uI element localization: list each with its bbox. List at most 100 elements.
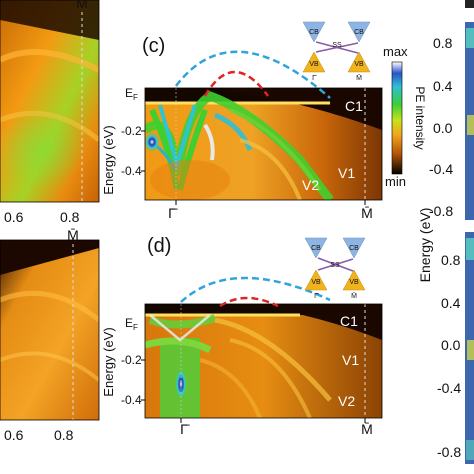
panel-c-dashed-blue-curve — [175, 50, 331, 99]
panel-c-label: (c) — [142, 35, 165, 57]
panel-c-ylabel: Energy (eV) — [101, 125, 116, 194]
panel-d-ytick: -0.4 — [121, 393, 142, 407]
right-bottom-ytick: 0.0 — [441, 337, 461, 353]
panel-c-mbar-label: M̄ — [361, 205, 373, 221]
panel-c-ytick: -0.4 — [121, 164, 142, 178]
right-top-sliver — [465, 0, 474, 8]
inset-ss-line — [317, 258, 354, 271]
right-ylabel: Energy (eV) — [417, 208, 433, 283]
colorbar-title: PE intensity — [413, 86, 427, 149]
right-bottom-feature — [466, 238, 474, 260]
panel-d-inset: CB CB VB VB SS Γ̄ M̄ — [304, 237, 366, 300]
inset-vb-triangle — [304, 269, 328, 291]
panel-c-diffuse — [150, 160, 230, 200]
left-top-dark-region — [0, 0, 99, 40]
panel-d-mbar-label: M̄ — [361, 421, 373, 437]
inset-vb-text: VB — [354, 61, 364, 68]
left-top-tick-label: 0.6 — [4, 209, 24, 225]
right-bottom-feature — [466, 440, 474, 460]
inset-gamma-text: Γ̄ — [314, 293, 319, 300]
panel-c-band-label-v2: V2 — [302, 177, 319, 193]
inset-cb-text: CB — [349, 245, 359, 252]
left-bottom-band — [0, 290, 99, 322]
inset-mbar-text: M̄ — [351, 292, 357, 300]
panel-d-band — [149, 314, 211, 342]
panel-c-hotspot — [203, 123, 215, 161]
panel-c-dashed-red-curve — [203, 70, 270, 97]
panel-c-heatmap — [145, 88, 382, 200]
panel-d-frame — [144, 303, 383, 419]
colorbar-min-label: min — [385, 174, 406, 189]
panel-d-ylabel: Energy (eV) — [101, 327, 116, 396]
panel-d-band — [229, 338, 312, 418]
inset-vb-text: VB — [309, 61, 319, 68]
left-top-band — [0, 49, 99, 73]
left-top-frame — [0, 0, 100, 203]
right-panels: 0.8 0.4 0.0 -0.4 -0.8 Energy (eV) 0.8 0.… — [417, 0, 474, 464]
panel-d-band — [199, 358, 262, 418]
panel-c-frame — [144, 87, 383, 201]
panel-c-band — [229, 108, 322, 192]
right-top-ytick: 0.8 — [433, 35, 453, 51]
left-bottom-band — [0, 351, 99, 382]
panel-d-dashed-red-curve — [219, 296, 279, 308]
inset-cb-text: CB — [311, 245, 321, 252]
left-top-mbar-label: M̄ — [76, 0, 88, 11]
inset-ss-line — [315, 42, 359, 53]
right-bottom-ytick: -0.8 — [437, 444, 461, 460]
panel-d-dashed-blue-curve — [180, 276, 331, 303]
right-top-ytick: 0.4 — [433, 78, 453, 94]
inset-cb-text: CB — [354, 29, 364, 36]
left-bottom-dark-region — [0, 240, 99, 275]
left-bottom-tick-label: 0.6 — [4, 427, 24, 443]
panel-d-band — [145, 337, 212, 354]
right-bottom-feature — [467, 340, 474, 360]
inset-vb-text: VB — [311, 279, 321, 286]
inset-vb-triangle — [342, 269, 366, 291]
inset-cb-triangle — [302, 21, 326, 43]
left-bottom-frame — [0, 239, 100, 421]
panel-c-gamma-label: Γ̄ — [168, 205, 178, 221]
left-bottom-mbar-label: M̄ — [67, 227, 79, 243]
panel-c-inset: CB CB VB VB SS Γ̄ M̄ — [302, 21, 371, 82]
left-bottom-panel — [0, 240, 99, 420]
right-bottom-ytick: 0.8 — [441, 252, 461, 268]
inset-cb-triangle — [342, 237, 366, 259]
panel-c-band — [239, 138, 302, 200]
inset-vb-text: VB — [349, 279, 359, 286]
panel-d-label: (d) — [147, 235, 171, 257]
panel-c-band-label-c1: C1 — [345, 98, 363, 114]
panel-d-band-label-c1: C1 — [340, 313, 358, 329]
panel-c-band — [214, 112, 253, 151]
inset-cb-text: CB — [309, 29, 319, 36]
colorbar — [391, 61, 403, 175]
panel-d-band-label-v1: V1 — [342, 352, 359, 368]
right-bottom-ytick: -0.4 — [437, 380, 461, 396]
panel-d-heatmap — [145, 304, 382, 418]
inset-ss-text: SS — [330, 262, 340, 269]
right-top-ytick: -0.8 — [429, 203, 453, 219]
panel-c-ytick: -0.2 — [121, 124, 142, 138]
panel-c-hotspot — [145, 132, 160, 152]
left-bottom-tick-label: 0.8 — [54, 427, 74, 443]
inset-cb-triangle — [347, 21, 371, 43]
colorbar-max-label: max — [383, 44, 408, 59]
panel-d-band — [214, 317, 332, 402]
panel-c-fermi-label: EF — [125, 86, 138, 102]
right-top-feature — [467, 115, 474, 135]
panel-d-ytick: -0.2 — [121, 353, 142, 367]
panel-d-gamma-label: Γ̄ — [180, 421, 190, 437]
inset-gamma-text: Γ̄ — [312, 75, 317, 82]
panel-d-fermi-label: EF — [125, 316, 138, 332]
right-top-ytick: 0.0 — [433, 120, 453, 136]
left-top-tick-label: 0.8 — [60, 209, 80, 225]
right-top-ytick: -0.4 — [429, 161, 453, 177]
panel-d-dark-top — [240, 304, 382, 340]
panel-c-band-label-v1: V1 — [338, 165, 355, 181]
inset-vb-triangle — [347, 51, 371, 73]
right-top-feature — [466, 28, 474, 48]
inset-cb-triangle — [304, 237, 328, 259]
right-bottom-ytick: 0.4 — [441, 295, 461, 311]
panel-d-band-label-v2: V2 — [338, 393, 355, 409]
left-top-green-region — [0, 110, 85, 190]
